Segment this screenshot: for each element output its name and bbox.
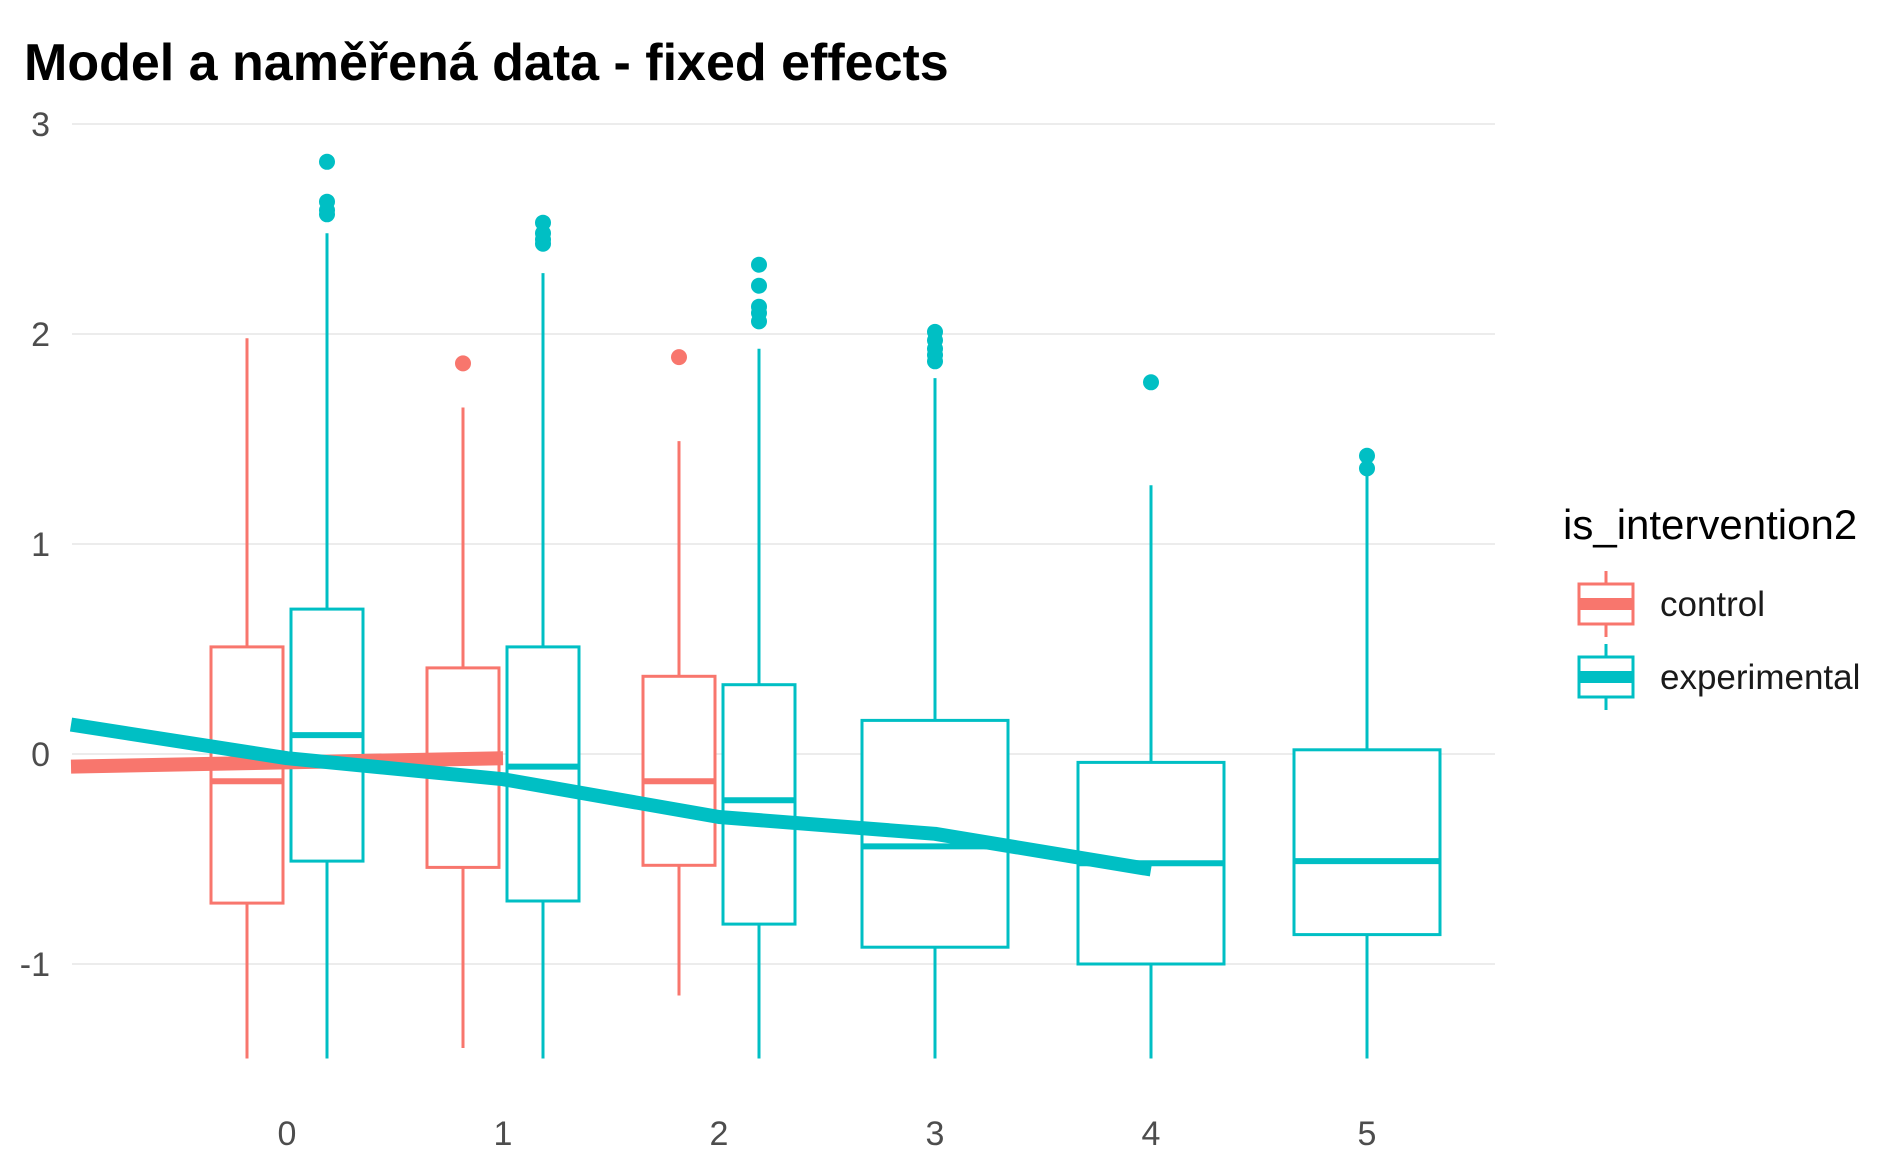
legend-item-control: control bbox=[1577, 571, 1765, 637]
y-tick-label: 2 bbox=[31, 316, 50, 354]
outlier-point bbox=[1143, 374, 1159, 391]
outlier-point bbox=[751, 256, 767, 273]
outlier-point bbox=[455, 355, 471, 372]
boxplot-control-2 bbox=[641, 441, 717, 996]
x-tick-label: 1 bbox=[494, 1115, 513, 1153]
boxplot-experimental-3 bbox=[860, 378, 1010, 1059]
boxplot-experimental-1 bbox=[505, 273, 581, 1059]
outliers bbox=[319, 153, 1375, 477]
model-lines bbox=[69, 717, 1153, 877]
x-tick-label: 5 bbox=[1358, 1115, 1377, 1153]
x-tick-label: 4 bbox=[1142, 1115, 1161, 1153]
model-line-experimental bbox=[69, 717, 1153, 877]
outlier-point bbox=[1359, 447, 1375, 464]
boxplots bbox=[209, 233, 1442, 1059]
outlier-point bbox=[319, 153, 335, 170]
y-tick-label: -1 bbox=[20, 946, 50, 984]
box-body bbox=[425, 666, 501, 869]
outlier-point bbox=[1359, 460, 1375, 477]
y-tick-label: 1 bbox=[31, 526, 50, 564]
outlier-point bbox=[319, 193, 335, 210]
box-body bbox=[1292, 748, 1442, 937]
legend-items: control experimental bbox=[1577, 571, 1860, 710]
boxplot-experimental-5 bbox=[1292, 474, 1442, 1059]
legend-label: control bbox=[1660, 585, 1765, 624]
box-body bbox=[505, 645, 581, 903]
box-body bbox=[721, 683, 797, 926]
legend-item-experimental: experimental bbox=[1577, 644, 1860, 710]
outlier-point bbox=[751, 298, 767, 315]
outlier-point bbox=[927, 323, 943, 340]
axis-labels: -1 0 1 2 3 0 1 2 3 4 5 bbox=[20, 106, 1377, 1153]
boxplot-experimental-2 bbox=[721, 348, 797, 1059]
x-tick-label: 2 bbox=[710, 1115, 729, 1153]
outlier-point bbox=[751, 277, 767, 294]
legend: is_intervention2 control experimental bbox=[1563, 501, 1860, 710]
box-body bbox=[641, 674, 717, 867]
y-tick-label: 3 bbox=[31, 106, 50, 144]
outlier-point bbox=[535, 214, 551, 231]
box-body bbox=[209, 645, 285, 905]
outlier-point bbox=[671, 349, 687, 366]
chart-title: Model a naměřená data - fixed effects bbox=[24, 34, 949, 92]
legend-label: experimental bbox=[1660, 658, 1860, 697]
boxplot-control-0 bbox=[209, 338, 285, 1059]
boxplot-experimental-0 bbox=[289, 233, 365, 1059]
boxplot-control-1 bbox=[425, 407, 501, 1048]
legend-title: is_intervention2 bbox=[1563, 501, 1857, 548]
x-tick-label: 0 bbox=[278, 1115, 297, 1153]
x-tick-label: 3 bbox=[926, 1115, 945, 1153]
boxplot-experimental-4 bbox=[1076, 485, 1226, 1059]
y-tick-label: 0 bbox=[31, 736, 50, 774]
